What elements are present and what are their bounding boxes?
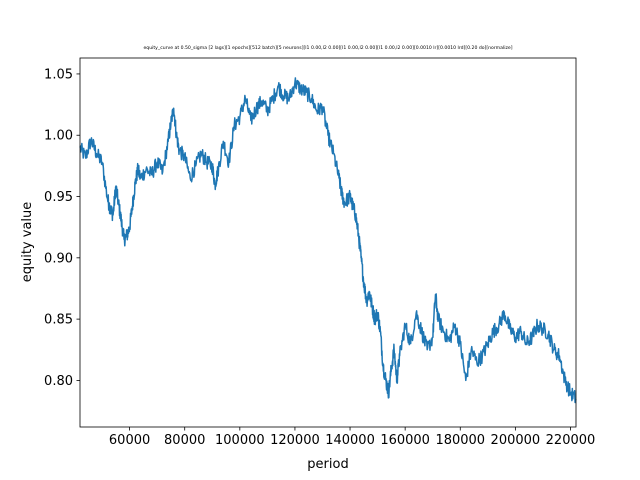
x-tick-label: 60000 (109, 433, 150, 448)
chart-title: equity_curve at 0.50_sigma [2 lags][1 ep… (143, 45, 512, 51)
x-tick-label: 120000 (270, 433, 320, 448)
x-tick-label: 180000 (435, 433, 485, 448)
y-tick-label: 0.90 (44, 251, 73, 266)
y-tick-label: 1.05 (44, 67, 73, 82)
x-tick-label: 100000 (215, 433, 265, 448)
equity-series-line (79, 77, 577, 404)
plot-area (79, 77, 577, 404)
y-axis-label: equity value (20, 202, 35, 283)
x-tick-label: 220000 (546, 433, 596, 448)
x-tick-label: 140000 (325, 433, 375, 448)
y-tick-label: 0.95 (44, 190, 73, 205)
x-axis: 60000 80000 100000 120000 140000 160000 180000… (109, 427, 595, 448)
y-tick-label: 0.85 (44, 313, 73, 328)
x-axis-label: period (307, 457, 348, 472)
x-tick-label: 200000 (491, 433, 541, 448)
y-axis: 0.80 0.85 0.90 0.95 1.00 1.05 (44, 67, 80, 389)
x-tick-label: 80000 (164, 433, 205, 448)
axes-frame (79, 57, 577, 428)
y-tick-label: 0.80 (44, 374, 73, 389)
x-tick-label: 160000 (380, 433, 430, 448)
y-tick-label: 1.00 (44, 129, 73, 144)
